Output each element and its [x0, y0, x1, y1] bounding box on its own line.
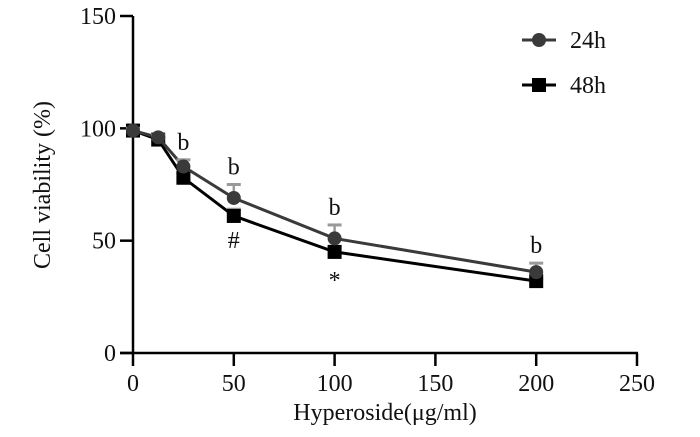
x-tick-label: 150 — [417, 371, 453, 397]
annotation-label: b — [177, 130, 189, 156]
legend-marker-square-icon — [532, 78, 546, 92]
x-tick-label: 0 — [127, 371, 139, 397]
series-group — [126, 123, 544, 289]
x-tick-label: 250 — [619, 371, 655, 397]
legend-label: 48h — [570, 73, 606, 99]
x-axis-label: Hyperoside(μg/ml) — [293, 400, 477, 426]
y-ticks: 0 50 100 150 — [80, 4, 133, 367]
x-tick-label: 50 — [222, 371, 246, 397]
data-point — [226, 208, 241, 223]
series-24h — [126, 123, 544, 280]
axes — [120, 16, 638, 355]
data-point — [226, 190, 241, 205]
data-point — [151, 130, 166, 145]
legend-item-24h: 24h — [522, 28, 606, 54]
y-tick-label: 50 — [92, 229, 116, 255]
data-point — [176, 159, 191, 174]
y-tick-label: 0 — [104, 341, 116, 367]
annotation-label: # — [228, 228, 240, 254]
legend-label: 24h — [570, 28, 606, 54]
data-point — [327, 244, 342, 259]
data-point — [126, 123, 140, 138]
legend-marker-circle-icon — [532, 33, 546, 47]
annotation-label: * — [329, 268, 341, 294]
y-tick-label: 100 — [80, 116, 116, 142]
legend-item-48h: 48h — [522, 73, 606, 99]
x-ticks: 0 50 100 150 200 250 — [127, 353, 655, 397]
x-tick-label: 100 — [317, 371, 353, 397]
data-point — [529, 265, 544, 280]
annotation-label: b — [228, 155, 240, 181]
data-point — [327, 231, 342, 246]
annotation-label: b — [530, 233, 542, 259]
annotations: b b b b # * — [177, 130, 542, 294]
y-axis-label: Cell viability (%) — [30, 101, 56, 269]
y-tick-label: 150 — [80, 4, 116, 30]
annotation-label: b — [329, 195, 341, 221]
legend: 24h 48h — [522, 28, 606, 99]
data-point — [176, 170, 191, 185]
x-tick-label: 200 — [518, 371, 554, 397]
